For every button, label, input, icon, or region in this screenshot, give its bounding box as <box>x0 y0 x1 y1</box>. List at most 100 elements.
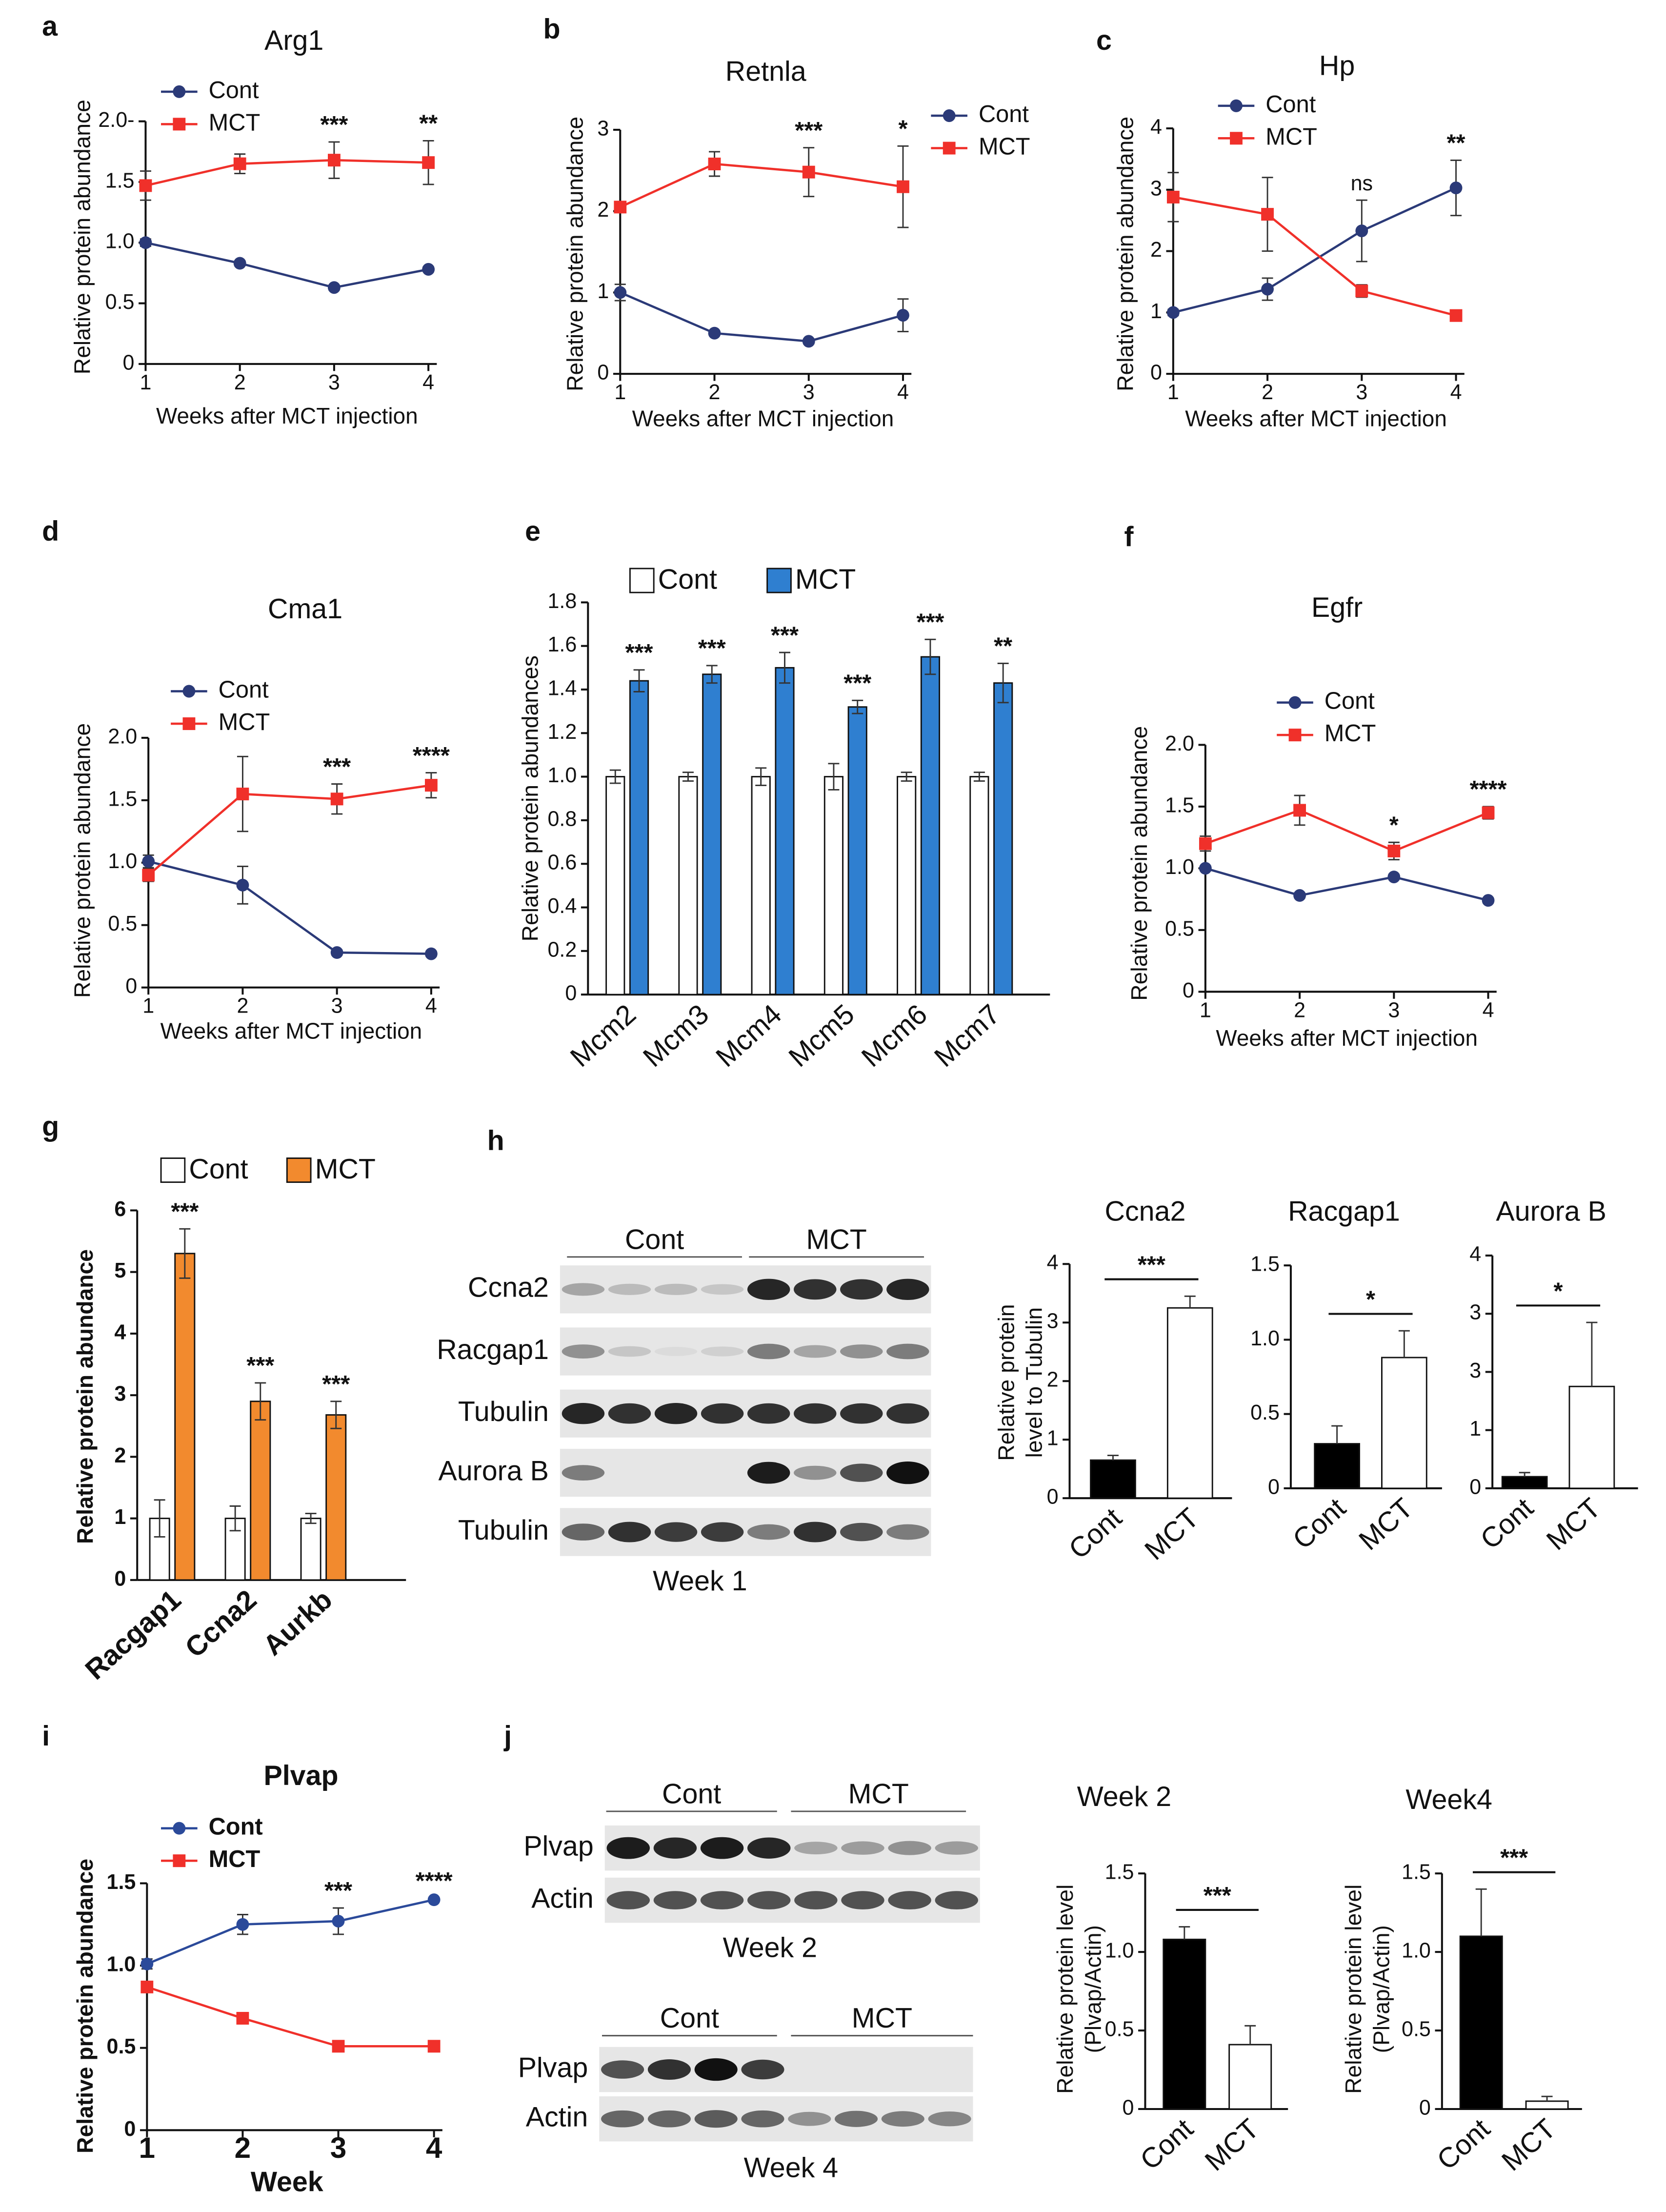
group-label: MCT <box>848 1778 909 1809</box>
y-axis-label: Relative protein abundance <box>69 723 95 998</box>
blot-band <box>840 1344 883 1359</box>
legend-label: MCT <box>979 133 1030 160</box>
data-point <box>1449 309 1463 322</box>
series-line <box>146 1898 435 1965</box>
data-point <box>233 257 246 270</box>
significance: *** <box>171 1198 199 1225</box>
data-point <box>427 2040 441 2053</box>
data-point <box>236 788 249 801</box>
y-tick-label: 1 <box>1150 300 1162 323</box>
y-tick-label: 1.5 <box>108 787 137 811</box>
blot-band <box>841 1891 884 1909</box>
x-tick-label: 3 <box>1356 381 1367 404</box>
legend-swatch <box>160 1157 186 1183</box>
blot-band <box>881 2111 924 2127</box>
y-tick-label: 0 <box>125 974 137 998</box>
panel-label: e <box>525 516 541 547</box>
legend-label: Cont <box>1325 688 1375 714</box>
blot-band <box>608 1522 651 1542</box>
blot-band <box>606 1837 650 1859</box>
legend-marker <box>943 142 956 155</box>
blot-band <box>694 2110 738 2128</box>
legend-marker <box>943 109 956 122</box>
bar <box>678 776 698 995</box>
legend-marker <box>1230 132 1243 145</box>
x-axis-label: Week <box>251 2166 324 2197</box>
blot-band <box>840 1522 883 1542</box>
bar <box>993 682 1013 995</box>
significance: * <box>1554 1278 1563 1304</box>
x-tick-label: Cont <box>1287 1492 1352 1555</box>
y-tick-label: 1.6 <box>548 633 577 656</box>
y-tick-label: 1.0 <box>1105 1939 1134 1962</box>
blot-band <box>601 2110 644 2128</box>
blot-band <box>794 1279 837 1300</box>
y-tick-label: 0 <box>1183 979 1194 1002</box>
blot-band <box>886 1343 929 1360</box>
error-bar <box>1398 1330 1410 1358</box>
error-bar <box>852 699 863 714</box>
data-point <box>708 326 721 340</box>
blot-band <box>747 1343 790 1360</box>
blot-band <box>647 2059 691 2080</box>
blot-band <box>654 1283 698 1295</box>
data-point <box>708 157 721 170</box>
blot-band <box>886 1524 929 1540</box>
x-tick-label: 2 <box>1262 381 1273 404</box>
chart-title: Egfr <box>1311 592 1363 623</box>
bar <box>605 776 625 995</box>
bar <box>1568 1385 1615 1489</box>
blot-band <box>794 1522 837 1542</box>
blot-band <box>794 1465 837 1480</box>
group-label: Cont <box>625 1224 684 1255</box>
bar <box>1166 1307 1213 1499</box>
y-tick-label: 0 <box>1150 361 1162 384</box>
y-tick-label: 0 <box>597 361 609 384</box>
blot-band <box>794 1403 837 1424</box>
blot-caption: Week 2 <box>723 1932 818 1963</box>
y-tick-label: 1.5 <box>1165 793 1194 817</box>
legend-marker <box>1288 696 1302 709</box>
data-point <box>142 855 155 868</box>
y-tick-label: 2.0 <box>1165 732 1194 755</box>
x-tick-label: 2 <box>234 371 246 394</box>
y-tick-label: 1.8 <box>548 589 577 613</box>
y-tick-label: 1 <box>1469 1417 1481 1441</box>
significance: *** <box>916 609 944 635</box>
bar <box>1501 1476 1548 1489</box>
blot-band <box>701 1522 744 1542</box>
y-axis-label: level to Tubulin <box>1022 1307 1047 1458</box>
x-tick-label: MCT <box>1199 2113 1265 2177</box>
error-bar <box>1586 1321 1598 1387</box>
data-point <box>236 1918 249 1931</box>
bar <box>1314 1443 1360 1489</box>
x-tick-label: MCT <box>1353 1492 1419 1557</box>
bar <box>920 656 941 995</box>
legend-label: MCT <box>1325 720 1376 747</box>
data-point <box>236 878 249 892</box>
legend-label: Cont <box>658 564 717 595</box>
row-label: Actin <box>531 1883 594 1914</box>
error-bar <box>1541 2095 1553 2101</box>
series-line <box>1205 867 1489 902</box>
x-tick-label: 1 <box>1167 381 1179 404</box>
y-tick-label: 3 <box>1469 1359 1481 1382</box>
bar <box>1090 1459 1136 1499</box>
series-line <box>145 159 429 187</box>
bar <box>1228 2044 1272 2110</box>
legend-label: MCT <box>209 1846 261 1872</box>
panel-label: b <box>543 14 560 45</box>
bar <box>1459 1935 1503 2110</box>
blot-caption: Week 4 <box>744 2152 839 2183</box>
bar <box>702 673 722 995</box>
data-point <box>330 946 343 959</box>
blot-band <box>928 2111 971 2127</box>
x-tick-label: 1 <box>140 371 151 394</box>
data-point <box>424 779 438 792</box>
y-axis-label: Relative protein abundance <box>72 1859 98 2153</box>
y-axis-label: Relative protein abundance <box>1126 726 1152 1001</box>
legend-marker <box>173 118 186 131</box>
significance: *** <box>795 118 823 144</box>
legend-label: Cont <box>979 101 1029 127</box>
data-point <box>1261 283 1274 296</box>
